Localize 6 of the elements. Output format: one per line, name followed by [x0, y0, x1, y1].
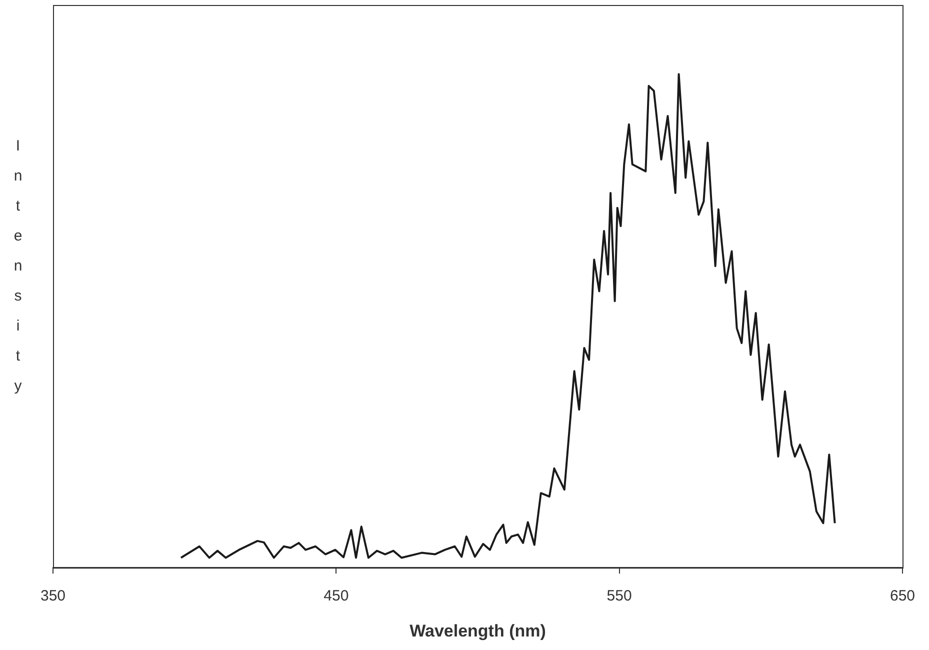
x-tick-label: 450 — [324, 588, 349, 605]
x-axis-title: Wavelength (nm) — [410, 621, 546, 640]
x-tick-label: 350 — [40, 588, 66, 605]
text: Intensity — [14, 137, 22, 394]
x-tick-label: 650 — [890, 588, 915, 605]
x-tick-label: 550 — [606, 588, 632, 605]
